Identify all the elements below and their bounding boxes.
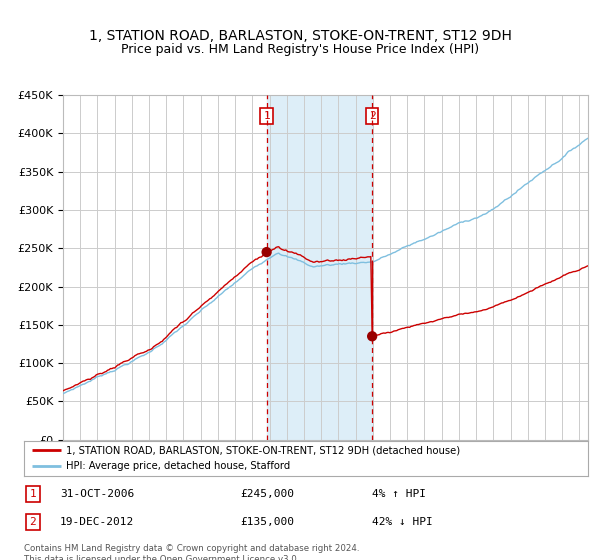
Bar bbox=[266, 95, 372, 440]
Point bbox=[367, 332, 377, 340]
Text: 1: 1 bbox=[29, 489, 37, 499]
Text: 1, STATION ROAD, BARLASTON, STOKE-ON-TRENT, ST12 9DH: 1, STATION ROAD, BARLASTON, STOKE-ON-TRE… bbox=[89, 29, 511, 43]
Text: 1, STATION ROAD, BARLASTON, STOKE-ON-TRENT, ST12 9DH (detached house): 1, STATION ROAD, BARLASTON, STOKE-ON-TRE… bbox=[66, 445, 460, 455]
Text: 2: 2 bbox=[369, 111, 376, 121]
Text: 1: 1 bbox=[263, 111, 270, 121]
Text: Contains HM Land Registry data © Crown copyright and database right 2024.
This d: Contains HM Land Registry data © Crown c… bbox=[24, 544, 359, 560]
Text: Price paid vs. HM Land Registry's House Price Index (HPI): Price paid vs. HM Land Registry's House … bbox=[121, 43, 479, 55]
Text: 2: 2 bbox=[29, 517, 37, 527]
Text: 31-OCT-2006: 31-OCT-2006 bbox=[60, 489, 134, 499]
Text: £245,000: £245,000 bbox=[240, 489, 294, 499]
Text: HPI: Average price, detached house, Stafford: HPI: Average price, detached house, Staf… bbox=[66, 461, 290, 472]
Text: £135,000: £135,000 bbox=[240, 517, 294, 527]
Text: 42% ↓ HPI: 42% ↓ HPI bbox=[372, 517, 433, 527]
Text: 4% ↑ HPI: 4% ↑ HPI bbox=[372, 489, 426, 499]
Point bbox=[262, 248, 271, 256]
Text: 19-DEC-2012: 19-DEC-2012 bbox=[60, 517, 134, 527]
